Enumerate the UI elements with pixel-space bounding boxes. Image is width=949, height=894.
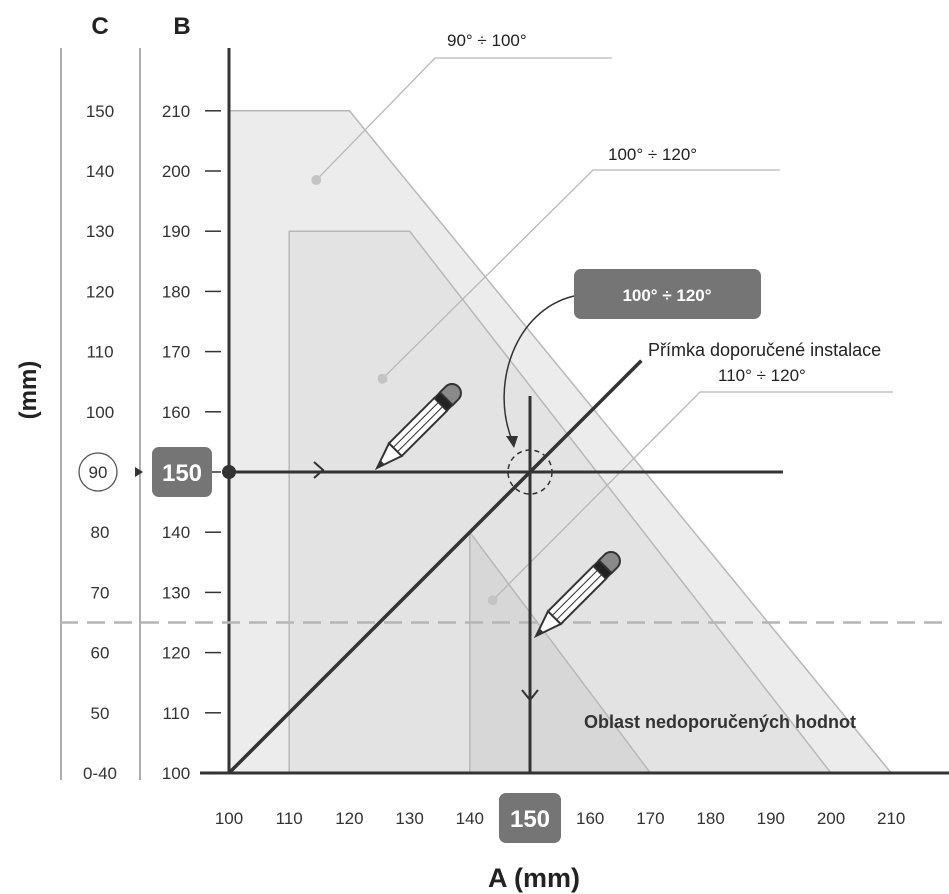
region-leader-1 bbox=[315, 57, 612, 181]
c-tick-label: 80 bbox=[91, 523, 110, 542]
axes-layer bbox=[200, 48, 949, 775]
c-tick-label: 140 bbox=[86, 162, 114, 181]
left-scale-rules bbox=[60, 48, 141, 780]
recommended-installation-line bbox=[227, 359, 643, 775]
pencil-stripe bbox=[556, 574, 603, 621]
a-tick-label: 120 bbox=[335, 809, 363, 828]
c-tick-label: 0-40 bbox=[83, 764, 117, 783]
a-value-badge-label: 150 bbox=[510, 806, 550, 833]
pencil-eraser bbox=[597, 551, 621, 575]
a-tick-label: 180 bbox=[696, 809, 724, 828]
b-tick-label: 100 bbox=[162, 764, 190, 783]
callout-arrow-head bbox=[506, 436, 518, 448]
b-tick-label: 160 bbox=[162, 403, 190, 422]
b-tick-label: 190 bbox=[162, 222, 190, 241]
c-tick-label: 150 bbox=[86, 102, 114, 121]
pencil-stripe bbox=[392, 401, 439, 448]
example-arrow-right bbox=[313, 461, 325, 479]
b-tick-label: 140 bbox=[162, 523, 190, 542]
a-tick-label: 110 bbox=[276, 809, 303, 828]
c-tick-label: 50 bbox=[91, 704, 110, 723]
intersection-circle bbox=[507, 449, 553, 495]
callout-box bbox=[574, 269, 761, 319]
axis-a-label: A (mm) bbox=[488, 863, 580, 893]
axis-c-label: C bbox=[91, 13, 108, 40]
b-value-badge bbox=[152, 447, 212, 497]
b-tick-label: 200 bbox=[162, 162, 190, 181]
region-dot-2 bbox=[377, 373, 388, 384]
pencil-lead bbox=[377, 460, 385, 468]
unrecommended-area-label: Oblast nedoporučených hodnot bbox=[584, 712, 856, 732]
a-value-badge bbox=[499, 793, 561, 843]
callout-arrow bbox=[503, 295, 575, 441]
region-leader-3 bbox=[492, 391, 893, 601]
a-tick-label: 190 bbox=[757, 809, 785, 828]
c-tick-label: 70 bbox=[91, 583, 110, 602]
region-label-3: 110° ÷ 120° bbox=[718, 366, 806, 385]
a-tick-label: 170 bbox=[636, 809, 664, 828]
pencil-stripe bbox=[397, 406, 444, 453]
b-tick-label: 180 bbox=[162, 282, 190, 301]
region-label-2: 100° ÷ 120° bbox=[608, 145, 697, 164]
region-dot-3 bbox=[487, 595, 498, 606]
region-leader-2 bbox=[382, 169, 780, 380]
annotations-layer: 90° ÷ 100°100° ÷ 120°110° ÷ 120°15015010… bbox=[60, 31, 949, 843]
a-tick-label: 210 bbox=[877, 809, 905, 828]
recommended-line-label: Přímka doporučené instalace bbox=[648, 340, 881, 360]
b-tick-label: 120 bbox=[162, 644, 190, 663]
pencil-eraser bbox=[438, 383, 462, 407]
b-tick-label: 130 bbox=[162, 583, 190, 602]
c-tick-label: 60 bbox=[91, 644, 110, 663]
a-tick-label: 100 bbox=[215, 809, 243, 828]
c-tick-label: 90 bbox=[89, 463, 108, 482]
example-start-dot bbox=[222, 465, 236, 479]
b-value-badge-label: 150 bbox=[162, 460, 202, 487]
c-tick-label: 110 bbox=[86, 343, 113, 362]
a-tick-label: 160 bbox=[576, 809, 604, 828]
c-highlight-circle bbox=[78, 452, 118, 492]
b-tick-label: 170 bbox=[162, 343, 190, 362]
a-tick-label: 130 bbox=[395, 809, 423, 828]
c-tick-label: 120 bbox=[86, 282, 114, 301]
c-tick-label: 100 bbox=[86, 403, 114, 422]
a-tick-label: 140 bbox=[456, 809, 484, 828]
region-dot-1 bbox=[311, 175, 322, 186]
pencil-lead bbox=[536, 628, 544, 636]
b-tick-label: 110 bbox=[162, 704, 189, 723]
a-tick-label: 200 bbox=[817, 809, 845, 828]
callout-label: 100° ÷ 120° bbox=[622, 286, 711, 305]
c-to-b-arrow bbox=[135, 467, 143, 477]
pencil-stripe bbox=[551, 569, 598, 616]
pencil-icon bbox=[533, 551, 621, 639]
axis-b-label: B bbox=[173, 13, 190, 40]
c-tick-label: 130 bbox=[86, 222, 114, 241]
b-tick-label: 210 bbox=[162, 102, 190, 121]
unit-label: (mm) bbox=[15, 361, 42, 420]
tick-labels: 100 110 120 130 140 160 170 180 190 200 210 0-40 50 6… bbox=[78, 102, 905, 828]
pencil-icon bbox=[374, 383, 462, 471]
example-arrow-down bbox=[521, 689, 539, 702]
region-label-1: 90° ÷ 100° bbox=[447, 31, 527, 50]
